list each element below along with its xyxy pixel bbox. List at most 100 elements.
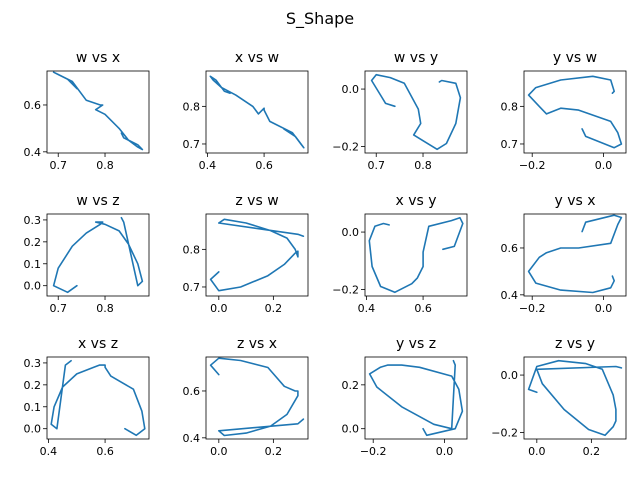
x-tick-label: 0.7	[49, 159, 67, 172]
y-tick-label: 0.8	[501, 100, 519, 113]
x-tick-label: 0.7	[367, 159, 385, 172]
y-tick-label: 0.2	[24, 379, 42, 392]
series-line	[52, 216, 144, 294]
y-tick-label: 0.2	[24, 236, 42, 249]
series-line	[52, 71, 144, 151]
subplot-title: x vs z	[78, 336, 118, 352]
subplot-11: y vs z−0.2 0.00.00.2	[342, 336, 468, 458]
y-tick-label: 0.4	[183, 432, 201, 445]
x-tick-label: 0.7	[49, 302, 67, 315]
y-tick-label: 0.6	[183, 385, 201, 398]
y-tick-label: 0.7	[183, 138, 201, 151]
y-tick-label: 0.0	[342, 423, 360, 436]
x-tick-label: −0.2	[519, 302, 546, 315]
axes-frame	[46, 70, 150, 154]
subplot-4: y vs w −0.2 0.0 0.7 0.8	[501, 50, 627, 172]
x-tick-label: 0.6	[255, 159, 273, 172]
subplot-title: y vs x	[554, 193, 595, 209]
subplot-title: x vs y	[395, 193, 436, 209]
x-tick-label: 0.8	[414, 159, 432, 172]
y-tick-label: 0.3	[24, 357, 42, 370]
y-tick-label: 0.0	[24, 280, 42, 293]
x-tick-label: −0.2	[519, 159, 546, 172]
subplot-title: y vs z	[396, 336, 436, 352]
x-tick-label: 0.4	[199, 159, 217, 172]
subplot-7: x vs y 0.4 0.6 0.0 −0.2	[332, 193, 468, 315]
series-line	[370, 73, 462, 151]
y-tick-label: 0.3	[24, 214, 42, 227]
y-tick-label: 0.4	[501, 289, 519, 302]
series-line	[209, 357, 305, 437]
subplot-title: x vs w	[235, 50, 279, 66]
x-tick-label: 0.2	[583, 445, 601, 458]
x-tick-label: 0.8	[96, 302, 114, 315]
subplot-title: z vs w	[235, 193, 278, 209]
subplot-6: z vs w 0.0 0.2 0.7 0.8	[183, 193, 309, 315]
y-tick-label: −0.2	[491, 426, 518, 439]
axes-frame	[523, 70, 627, 154]
x-tick-label: 0.4	[40, 445, 58, 458]
subplot-title: w vs z	[76, 193, 119, 209]
y-tick-label: 0.0	[501, 369, 519, 382]
x-tick-label: 0.6	[96, 445, 114, 458]
subplot-5: w vs z 0.7 0.8 0.0 0.1 0.2 0.3	[24, 193, 150, 315]
series-line	[527, 359, 623, 437]
series-line	[527, 214, 623, 294]
series-line	[50, 359, 146, 437]
y-tick-label: 0.7	[501, 138, 519, 151]
series-line	[209, 75, 305, 149]
axes-frame	[205, 213, 309, 297]
subplot-title: w vs y	[394, 50, 438, 66]
subplot-3: w vs y 0.7 0.8 0.0 −0.2	[332, 50, 468, 172]
x-tick-label: −0.2	[360, 445, 387, 458]
x-tick-label: 0.0	[528, 445, 546, 458]
y-tick-label: 0.0	[342, 83, 360, 96]
x-tick-label: 0.2	[265, 302, 283, 315]
y-tick-label: 0.1	[24, 258, 42, 271]
axes-frame	[46, 213, 150, 297]
x-tick-label: 0.0	[595, 302, 613, 315]
y-tick-label: 0.8	[183, 100, 201, 113]
subplot-title: y vs w	[553, 50, 597, 66]
series-line	[368, 359, 464, 437]
x-tick-label: 0.8	[96, 159, 114, 172]
axes-frame	[205, 70, 309, 154]
series-line	[209, 218, 305, 292]
subplot-title: w vs x	[76, 50, 120, 66]
x-tick-label: 0.0	[436, 445, 454, 458]
x-tick-label: 0.2	[265, 445, 283, 458]
axes-frame	[364, 213, 468, 297]
y-tick-label: 0.6	[24, 99, 42, 112]
axes-frame	[523, 213, 627, 297]
x-tick-label: 0.6	[414, 302, 432, 315]
x-tick-label: 0.0	[210, 445, 228, 458]
series-line	[368, 216, 464, 294]
y-tick-label: 0.1	[24, 401, 42, 414]
series-line	[527, 75, 623, 149]
y-tick-label: 0.7	[183, 281, 201, 294]
y-tick-label: 0.2	[342, 379, 360, 392]
y-tick-label: −0.2	[332, 140, 359, 153]
subplot-9: x vs z 0.4 0.6 0.0 0.1 0.2 0.3	[24, 336, 150, 458]
y-tick-label: 0.8	[183, 243, 201, 256]
axes-frame	[523, 356, 627, 440]
axes-frame	[364, 70, 468, 154]
figure-title: S_Shape	[286, 9, 354, 29]
subplot-1: w vs x 0.7 0.8 0.4 0.6	[24, 50, 150, 172]
y-tick-label: 0.0	[24, 423, 42, 436]
y-tick-label: 0.4	[24, 146, 42, 159]
subplot-title: z vs x	[237, 336, 277, 352]
subplot-12: z vs y 0.0 0.2 0.0 −0.2	[491, 336, 627, 458]
subplot-title: z vs y	[555, 336, 595, 352]
subplot-grid: w vs x0.7 0.80.40.6x vs w0.4 0.60.70.8w vs…	[24, 50, 627, 458]
y-tick-label: 0.6	[501, 242, 519, 255]
axes-frame	[364, 356, 468, 440]
axes-frame	[205, 356, 309, 440]
subplot-2: x vs w 0.4 0.6 0.7 0.8	[183, 50, 309, 172]
x-tick-label: 0.4	[358, 302, 376, 315]
x-tick-label: 0.0	[595, 159, 613, 172]
x-tick-label: 0.0	[210, 302, 228, 315]
y-tick-label: −0.2	[332, 283, 359, 296]
y-tick-label: 0.0	[342, 226, 360, 239]
